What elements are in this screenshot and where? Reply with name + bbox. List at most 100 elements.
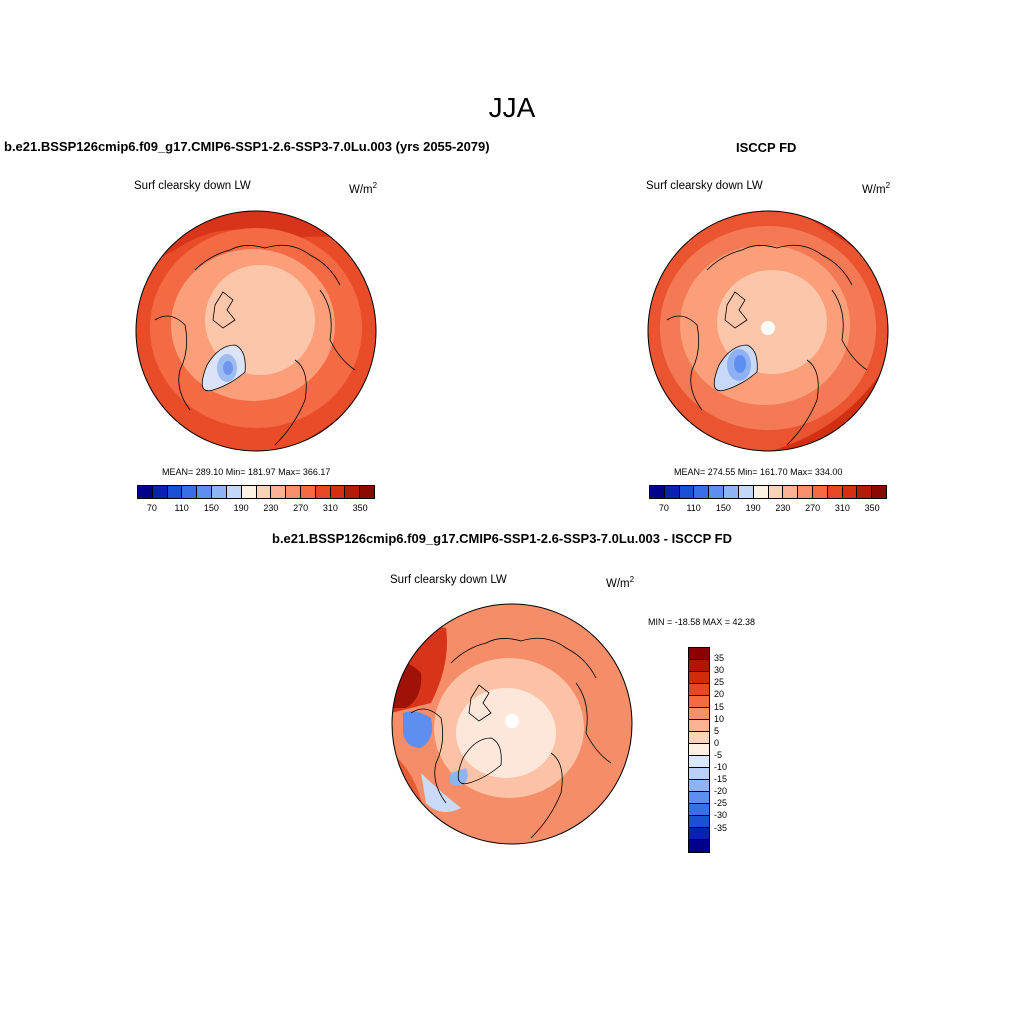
left-variable-label: Surf clearsky down LW [134,180,251,192]
right-panel-title: ISCCP FD [736,140,797,155]
diff-colorbar-swatch [689,804,709,816]
right-map-coastline-west [666,315,703,411]
diff-colorbar-tick-label: 15 [714,701,725,712]
right-colorbar [649,485,887,499]
left-colorbar-swatch [138,486,153,498]
right-map-coastline-east [786,359,819,446]
diff-colorbar-swatch [689,672,709,684]
left-colorbar-swatch [286,486,301,498]
diff-colorbar-swatch [689,828,709,840]
right-variable-label: Surf clearsky down LW [646,180,763,192]
right-colorbar-swatch [783,486,799,498]
diff-map-missing-pole [505,714,519,728]
left-colorbar-tick-label: 70 [146,503,157,513]
left-colorbar-swatch [315,486,331,498]
diff-panel-title: b.e21.BSSP126cmip6.f09_g17.CMIP6-SSP1-2.… [272,531,733,546]
diff-map-coastline-east [530,752,563,839]
diff-map-coastline-north [450,637,597,679]
right-colorbar-swatch [857,486,873,498]
diff-colorbar-swatch [689,744,709,756]
right-polar-map [647,210,889,452]
diff-colorbar-swatch [689,780,709,792]
diff-colorbar-tick-label: -20 [714,786,728,797]
diff-map-coastline-west [410,708,447,804]
right-colorbar-swatch [872,486,886,498]
diff-units-label: W/m2 [606,575,635,590]
left-colorbar-swatch [256,486,272,498]
right-map-greenland-lowest [734,355,746,373]
diff-colorbar-tick-label: 10 [714,713,725,724]
left-colorbar-swatch [241,486,257,498]
left-colorbar-swatch [300,486,316,498]
right-colorbar-swatch [694,486,710,498]
left-colorbar-tick-label: 110 [174,503,189,513]
left-stats: MEAN= 289.10 Min= 181.97 Max= 366.17 [162,467,331,477]
right-colorbar-swatch [679,486,695,498]
diff-colorbar-swatch [689,732,709,744]
left-colorbar-tick-label: 150 [203,503,219,513]
right-colorbar-swatch [753,486,769,498]
right-colorbar-swatch [709,486,725,498]
left-colorbar-tick-label: 270 [293,503,309,513]
left-colorbar [137,485,375,499]
diff-colorbar-tick-label: -35 [714,822,728,833]
diff-colorbar-tick-label: -5 [714,749,723,760]
diff-colorbar-swatch [689,768,709,780]
diff-colorbar-swatch [689,696,709,708]
diff-colorbar-tick-label: 30 [714,665,725,676]
diff-map-negative-south [421,773,461,812]
diff-colorbar-tick-label: 5 [714,725,720,736]
right-colorbar-swatch [724,486,739,498]
left-panel-title: b.e21.BSSP126cmip6.f09_g17.CMIP6-SSP1-2.… [4,139,490,154]
diff-map-coastline-archipelago [468,684,492,722]
right-map-coastline-north [706,244,853,286]
left-units-label: W/m2 [349,181,378,196]
right-colorbar-tick-label: 350 [864,503,880,513]
right-colorbar-swatch [738,486,754,498]
right-colorbar-swatch [664,486,680,498]
right-colorbar-swatch [812,486,828,498]
right-colorbar-ticks: 70 110 150 190 230 270 310 350 [649,503,887,515]
left-colorbar-swatch [330,486,346,498]
diff-stats: MIN = -18.58 MAX = 42.38 [648,617,756,627]
left-map-coastline-north [194,244,341,286]
right-colorbar-tick-label: 270 [805,503,821,513]
right-colorbar-swatch [827,486,843,498]
right-colorbar-tick-label: 110 [686,503,701,513]
left-colorbar-tick-label: 190 [233,503,249,513]
right-colorbar-tick-label: 230 [775,503,791,513]
diff-map-negative-west [403,711,433,748]
diff-colorbar-swatch [689,792,709,804]
left-colorbar-tick-label: 230 [263,503,279,513]
left-colorbar-swatch [271,486,287,498]
diff-colorbar-tick-label: -10 [714,762,728,772]
left-colorbar-swatch [345,486,361,498]
left-map-coastline-east [274,359,307,446]
right-colorbar-tick-label: 190 [745,503,761,513]
diff-colorbar-swatch [689,684,709,696]
left-colorbar-swatch [152,486,168,498]
left-colorbar-swatch [167,486,183,498]
diff-colorbar-swatch [689,720,709,732]
diff-map-coastline-ne [575,682,612,764]
left-map-coastline-archipelago [212,291,236,329]
right-colorbar-swatch [650,486,665,498]
right-colorbar-swatch [842,486,858,498]
left-map-coastline-west [154,315,191,411]
right-colorbar-swatch [798,486,813,498]
left-polar-map [135,210,377,452]
diff-colorbar-tick-label: 0 [714,737,720,748]
diff-map-negative-greenland [449,768,468,786]
diff-colorbar [688,647,710,853]
left-colorbar-swatch [212,486,227,498]
diff-colorbar-swatch [689,756,709,768]
left-colorbar-swatch [360,486,374,498]
right-colorbar-tick-label: 310 [834,503,850,513]
diff-colorbar-tick-label: -15 [714,774,728,785]
left-colorbar-tick-label: 350 [352,503,368,513]
left-colorbar-ticks: 70 110 150 190 230 270 310 350 [137,503,375,515]
right-colorbar-tick-label: 150 [715,503,731,513]
left-colorbar-swatch [182,486,198,498]
diff-colorbar-swatch [689,660,709,672]
diff-colorbar-swatch [689,708,709,720]
